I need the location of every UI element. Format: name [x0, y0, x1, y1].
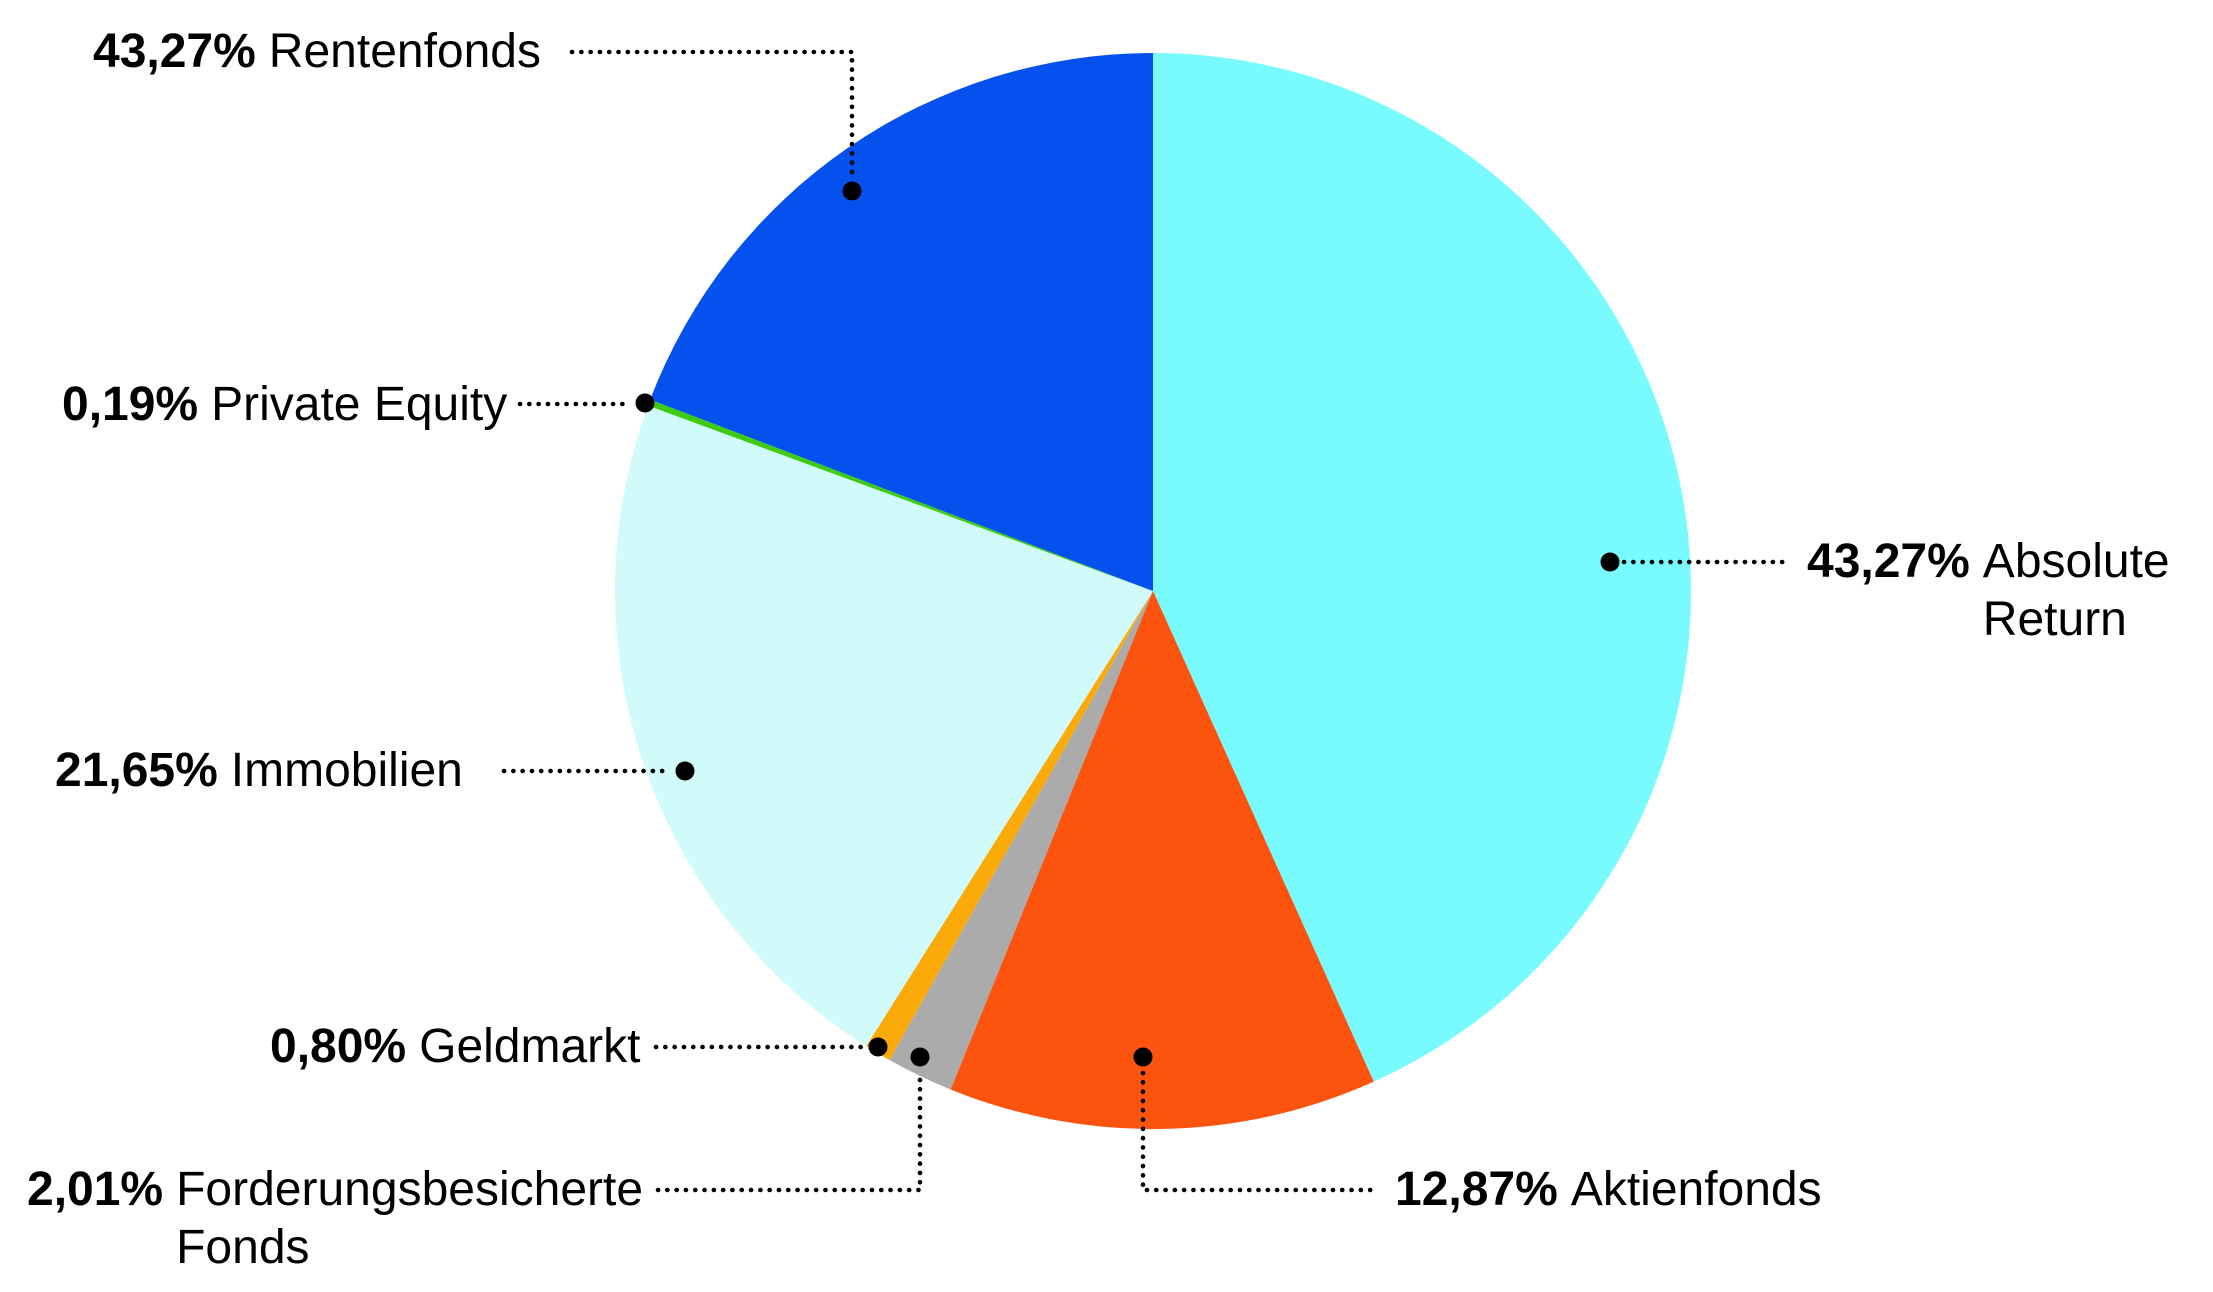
slice-label-immobilien: 21,65% Immobilien — [55, 742, 463, 800]
anchor-dot-forderungsbesicherte — [910, 1047, 930, 1067]
pie-slice-absolute-return — [1153, 53, 1691, 1082]
leader-lines — [501, 49, 1793, 1193]
pie-slice-forderungsbesicherte — [889, 591, 1153, 1090]
slice-label-geldmarkt: 0,80% Geldmarkt — [270, 1018, 641, 1076]
slice-percent: 2,01% — [27, 1163, 164, 1216]
leader-line-rentenfonds — [569, 49, 855, 180]
slice-name: Private Equity — [211, 378, 508, 431]
slice-percent: 21,65% — [55, 744, 218, 797]
slice-percent: 0,80% — [270, 1020, 407, 1073]
pie-slice-geldmarkt — [866, 591, 1153, 1060]
slice-name: Geldmarkt — [419, 1020, 641, 1073]
pie-wedges — [614, 53, 1691, 1129]
pie-slice-aktienfonds — [950, 591, 1374, 1129]
leader-line-aktienfonds — [1140, 1070, 1381, 1193]
slice-label-rentenfonds: 43,27% Rentenfonds — [93, 23, 541, 81]
slice-name: Forderungsbesicherte Fonds — [176, 1163, 644, 1274]
anchor-dot-absolute-return — [1600, 552, 1620, 572]
anchor-dots — [635, 181, 1620, 1067]
slice-name: Immobilien — [230, 744, 463, 797]
pie-slice-rentenfonds — [650, 53, 1153, 591]
slice-name: Aktienfonds — [1570, 1163, 1822, 1216]
slice-label-aktienfonds: 12,87% Aktienfonds — [1395, 1161, 1822, 1219]
anchor-dot-immobilien — [675, 761, 695, 781]
leader-line-forderungsbesicherte — [655, 1070, 923, 1193]
anchor-dot-aktienfonds — [1133, 1047, 1153, 1067]
anchor-dot-geldmarkt — [868, 1037, 888, 1057]
slice-name: Absolute Return — [1982, 535, 2170, 646]
slice-percent: 12,87% — [1395, 1163, 1558, 1216]
slice-label-forderungsbesicherte: 2,01% Forderungsbesicherte Fonds — [27, 1161, 656, 1277]
pie-slice-immobilien — [614, 405, 1153, 1047]
slice-percent: 43,27% — [93, 25, 256, 78]
slice-percent: 0,19% — [62, 378, 199, 431]
slice-percent: 43,27% — [1807, 535, 1970, 588]
pie-slice-private-equity — [647, 399, 1153, 591]
slice-name: Rentenfonds — [268, 25, 541, 78]
anchor-dot-private-equity — [635, 393, 655, 413]
slice-label-absolute-return: 43,27% Absolute Return — [1807, 533, 2213, 649]
anchor-dot-rentenfonds — [842, 181, 862, 201]
slice-label-private-equity: 0,19% Private Equity — [62, 376, 507, 434]
